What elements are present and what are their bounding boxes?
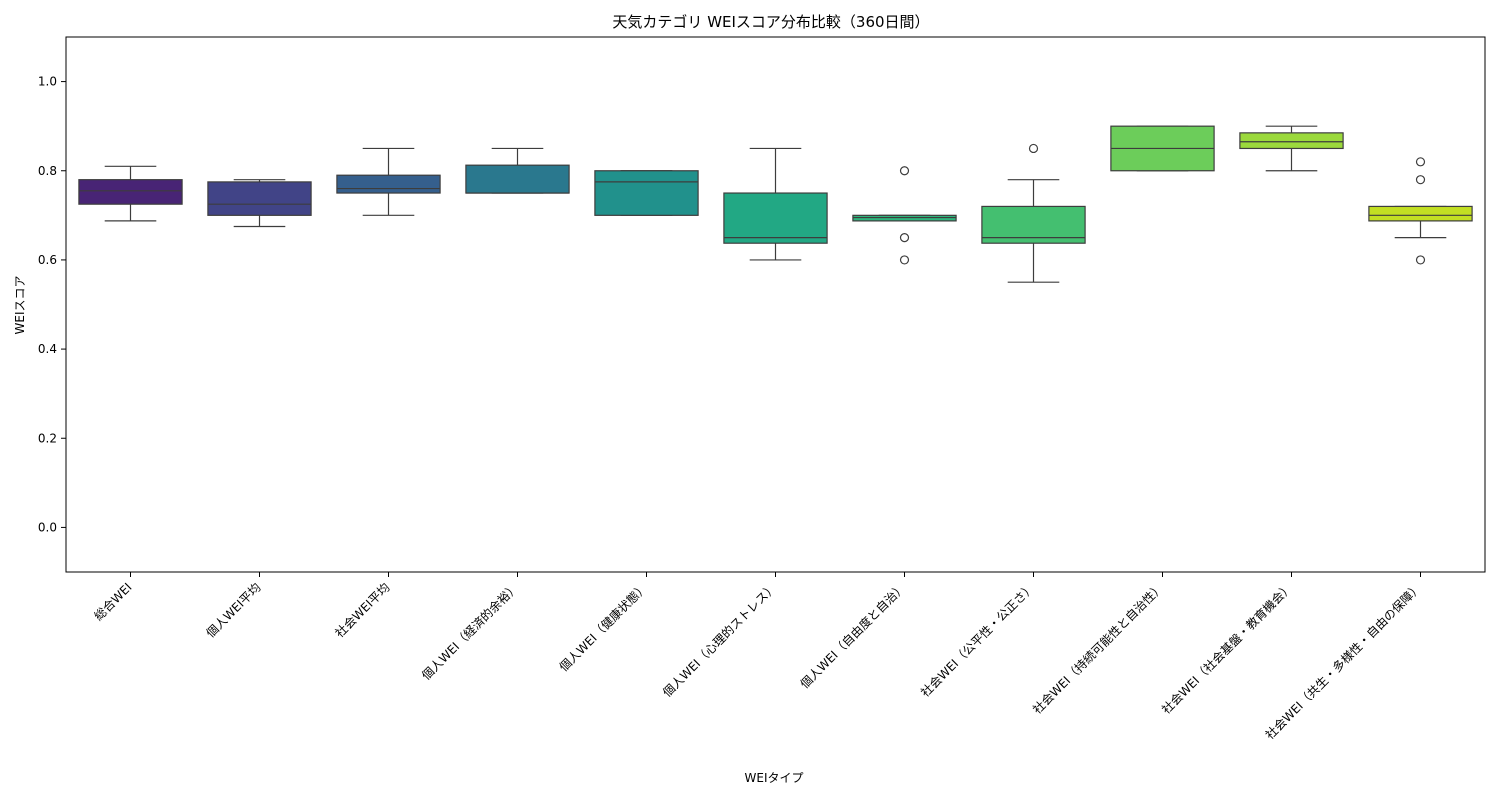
outlier-point [1415, 157, 1426, 167]
y-axis-label: WEIスコア [13, 276, 27, 335]
box-group [981, 143, 1086, 283]
x-axis-label: WEIタイプ [745, 771, 804, 785]
boxes-layer [78, 125, 1473, 283]
box [336, 174, 441, 194]
outlier-point [1415, 175, 1426, 185]
box-group [1368, 157, 1473, 265]
chart-title: 天気カテゴリ WEIスコア分布比較（360日間） [612, 13, 929, 31]
outlier-point [899, 255, 910, 265]
box-group [852, 166, 957, 265]
box [723, 192, 828, 244]
box-group [336, 147, 441, 216]
box-group [723, 147, 828, 261]
y-axis: 0.0 0.2 0.4 0.6 0.8 1.0 [38, 75, 66, 534]
box [78, 179, 183, 205]
box [594, 170, 699, 216]
y-tick-label: 0.6 [38, 253, 57, 267]
box [465, 164, 570, 194]
y-tick-label: 0.2 [38, 431, 57, 445]
box [1368, 205, 1473, 222]
box-group [78, 165, 183, 222]
box [207, 181, 312, 216]
outlier-point [1028, 143, 1039, 154]
y-tick-label: 1.0 [38, 75, 57, 89]
box-group [594, 170, 699, 216]
outlier-point [899, 233, 910, 243]
y-tick-label: 0.8 [38, 164, 57, 178]
box-group [465, 147, 570, 194]
box [1239, 132, 1344, 150]
outlier-point [899, 166, 910, 176]
box-group [1110, 125, 1215, 172]
y-tick-label: 0.4 [38, 342, 57, 356]
y-tick-label: 0.0 [38, 520, 57, 534]
box-group [207, 179, 312, 228]
outlier-point [1415, 255, 1426, 265]
box-group [1239, 125, 1344, 172]
